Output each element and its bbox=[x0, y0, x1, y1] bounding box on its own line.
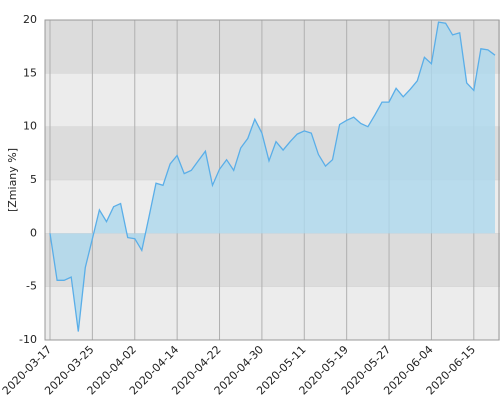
y-axis-label: [Zmiany %] bbox=[6, 148, 19, 212]
area bbox=[50, 22, 495, 332]
y-tick-label: 15 bbox=[23, 66, 37, 79]
line bbox=[49, 21, 496, 332]
y-tick-label: 5 bbox=[30, 173, 37, 186]
plot-border bbox=[44, 19, 500, 341]
y-tick-label: 10 bbox=[23, 120, 37, 133]
band bbox=[45, 233, 500, 287]
y-tick-label: -5 bbox=[26, 280, 37, 293]
band bbox=[45, 286, 500, 340]
y-tick-label: 0 bbox=[30, 226, 37, 239]
y-tick-label: 20 bbox=[23, 13, 37, 26]
y-tick-label: -10 bbox=[19, 333, 37, 346]
